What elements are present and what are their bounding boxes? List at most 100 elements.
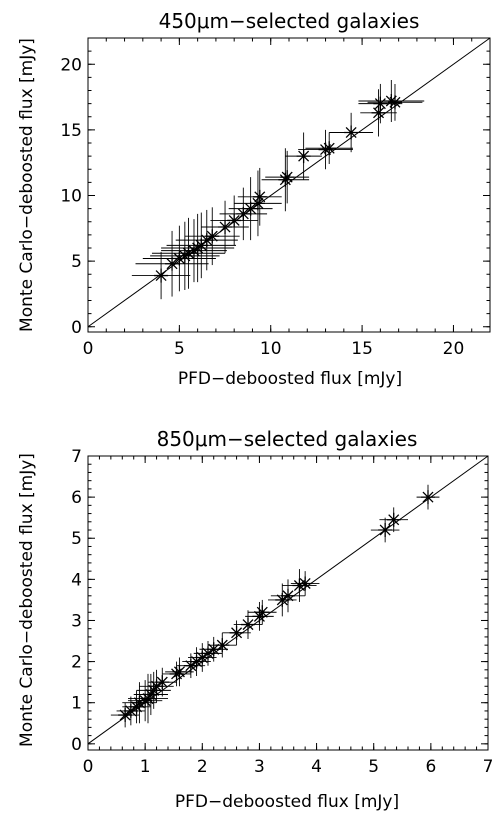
data-marks: [87, 455, 489, 745]
x-tick-label: 15: [351, 339, 373, 359]
one-to-one-line: [87, 37, 491, 328]
data-point: [285, 132, 322, 180]
plot-frame: [87, 37, 491, 333]
asterisk-marker: [189, 654, 204, 669]
asterisk-marker: [255, 605, 270, 620]
x-tick-label: 20: [443, 339, 465, 359]
chart-title: 850μm−selected galaxies: [157, 427, 418, 451]
data-point: [329, 112, 374, 153]
asterisk-marker: [146, 683, 161, 698]
data-point: [136, 671, 171, 709]
asterisk-marker: [129, 699, 144, 714]
data-point: [142, 225, 216, 292]
asterisk-marker: [172, 251, 187, 266]
asterisk-marker: [298, 576, 313, 591]
asterisk-marker: [250, 196, 265, 211]
y-tick-label: 10: [60, 187, 82, 207]
asterisk-marker: [181, 246, 196, 261]
asterisk-marker: [155, 675, 170, 690]
x-tick-label: 1: [140, 757, 151, 777]
x-tick-label: 0: [83, 339, 94, 359]
asterisk-marker: [149, 679, 164, 694]
asterisk-marker: [172, 664, 187, 679]
x-tick-label: 3: [254, 757, 265, 777]
asterisk-marker: [275, 592, 290, 607]
data-point: [228, 177, 273, 241]
y-tick-label: 15: [60, 121, 82, 141]
asterisk-marker: [195, 650, 210, 665]
data-point: [379, 507, 408, 533]
asterisk-marker: [236, 206, 251, 221]
data-point: [135, 230, 209, 297]
data-point: [298, 129, 353, 170]
data-marks: [87, 37, 491, 328]
data-point: [360, 89, 397, 137]
data-point: [416, 484, 440, 510]
asterisk-marker: [218, 220, 233, 234]
asterisk-marker: [292, 578, 307, 593]
asterisk-marker: [421, 490, 435, 505]
asterisk-marker: [243, 201, 258, 216]
plot-frame: [87, 455, 489, 751]
data-point: [208, 632, 237, 658]
x-tick-label: 10: [260, 339, 282, 359]
asterisk-marker: [371, 105, 386, 120]
data-point: [358, 80, 425, 122]
asterisk-marker: [252, 609, 267, 624]
asterisk-marker: [206, 642, 221, 657]
x-axis-label: PFD−deboosted flux [mJy]: [175, 792, 399, 812]
asterisk-marker: [229, 625, 244, 640]
asterisk-marker: [280, 170, 295, 185]
data-point: [131, 251, 191, 300]
data-point: [234, 170, 282, 237]
data-point: [175, 209, 238, 271]
x-axis-label: PFD−deboosted flux [mJy]: [178, 369, 402, 389]
asterisk-marker: [143, 687, 158, 702]
data-point: [282, 569, 317, 602]
asterisk-marker: [186, 243, 201, 258]
x-tick-label: 6: [425, 757, 436, 777]
data-point: [166, 212, 237, 279]
asterisk-marker: [194, 238, 209, 253]
ticks: 0 1 2 3 4 5 6 7 0 1 2 3 4 5 6 7: [71, 447, 493, 777]
x-tick-label: 2: [197, 757, 208, 777]
data-point: [139, 669, 174, 703]
y-axis-label: Monte Carlo−deboosted flux [mJy]: [17, 453, 37, 747]
data-point: [245, 601, 274, 631]
data-point: [237, 167, 282, 226]
data-point: [161, 213, 235, 283]
y-tick-label: 7: [71, 447, 82, 467]
y-tick-label: 0: [71, 735, 82, 755]
x-tick-label: 5: [368, 757, 379, 777]
data-point: [370, 517, 400, 543]
x-tick-label: 5: [174, 339, 185, 359]
data-point: [248, 599, 277, 625]
asterisk-marker: [227, 213, 242, 228]
asterisk-marker: [252, 189, 267, 204]
data-point: [151, 217, 226, 289]
data-point: [305, 132, 353, 164]
data-point: [268, 583, 297, 617]
panel-450um: 450μm−selected galaxies PFD−deboosted fl…: [17, 9, 491, 389]
asterisk-marker: [322, 141, 337, 156]
asterisk-marker: [205, 229, 220, 244]
asterisk-marker: [199, 233, 214, 248]
x-tick-label: 7: [483, 757, 494, 777]
data-point: [201, 200, 249, 254]
y-tick-label: 2: [71, 653, 82, 673]
asterisk-marker: [190, 241, 205, 255]
data-point: [148, 667, 177, 697]
asterisk-marker: [201, 646, 215, 661]
asterisk-marker: [177, 248, 192, 263]
asterisk-marker: [296, 149, 311, 164]
y-tick-label: 1: [71, 694, 82, 714]
x-tick-label: 0: [83, 757, 94, 777]
asterisk-marker: [241, 617, 255, 632]
asterisk-marker: [215, 638, 230, 653]
y-tick-label: 3: [71, 611, 82, 631]
asterisk-marker: [118, 708, 133, 723]
data-point: [367, 83, 423, 121]
asterisk-marker: [165, 256, 180, 271]
asterisk-marker: [281, 588, 295, 603]
